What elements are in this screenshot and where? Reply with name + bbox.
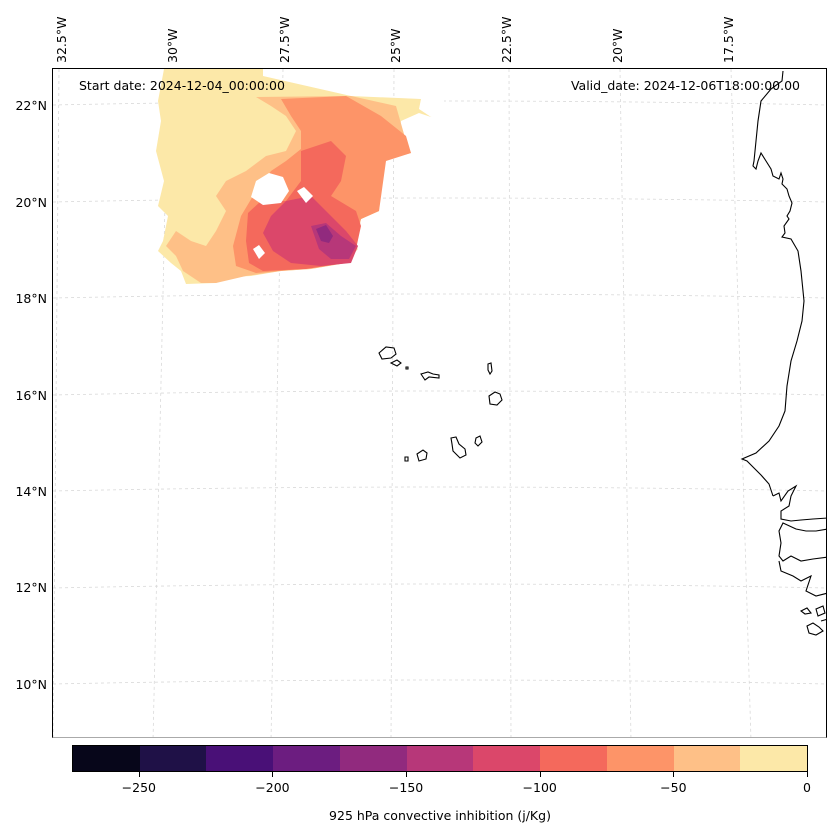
lon-tick-label: 17.5°W [721, 16, 736, 63]
gridline-lon [152, 69, 169, 737]
gridline-lon [53, 69, 60, 737]
map-canvas [53, 69, 826, 737]
no-data-gap [253, 245, 265, 259]
colorbar-tick [807, 772, 808, 777]
colorbar-segment [273, 746, 340, 771]
island-santa-luzia [405, 366, 409, 370]
gridline-lat [53, 679, 826, 685]
lon-tick-label: 22.5°W [499, 16, 514, 63]
gridline-lat [53, 390, 826, 396]
gridline-lon [270, 69, 284, 737]
island-sao-nicolau [420, 371, 440, 381]
no-data-gap [419, 99, 444, 117]
lat-tick-label: 20°N [15, 195, 47, 210]
cin-contours [156, 69, 444, 284]
colorbar-segment [606, 746, 674, 771]
coastline-senegal-gambia [772, 484, 826, 522]
map-panel[interactable] [52, 68, 827, 738]
colorbar-segment [673, 746, 741, 771]
colorbar-tick-label: −150 [388, 780, 424, 795]
colorbar-tick-label: −100 [522, 780, 557, 795]
lat-tick-label: 12°N [15, 580, 47, 595]
lat-tick-label: 16°N [15, 388, 47, 403]
gridline-lat [53, 486, 826, 492]
colorbar-tick [138, 772, 140, 777]
coastline-guinea-bissau [778, 522, 826, 636]
gridline-lon [508, 69, 512, 737]
island-sao-vicente [389, 359, 402, 367]
african-coastline [740, 70, 826, 636]
colorbar-tick-label: −200 [255, 780, 290, 795]
lat-tick-label: 22°N [15, 98, 47, 113]
colorbar-segment [73, 746, 140, 771]
valid-date-label: Valid_date: 2024-12-06T18:00:00.00 [570, 78, 800, 93]
colorbar-tick [539, 772, 541, 777]
island-brava [404, 456, 409, 462]
island-fogo [416, 449, 428, 462]
island-sal [487, 362, 493, 376]
colorbar-segment [139, 746, 207, 771]
colorbar-tick-label: 0 [803, 780, 811, 795]
colorbar-label: 925 hPa convective inhibition (j/Kg) [329, 808, 551, 823]
lat-tick-label: 14°N [15, 484, 47, 499]
contour-fill-150-175 [316, 225, 333, 243]
gridline-lat [53, 583, 826, 589]
gridline-lon [619, 69, 632, 737]
colorbar-segment [206, 746, 274, 771]
colorbar-tick [673, 772, 675, 777]
lon-tick-label: 25°W [388, 28, 403, 63]
island-santiago [450, 436, 467, 459]
coastline-mauritania [740, 70, 805, 497]
lon-tick-label: 27.5°W [277, 16, 292, 63]
start-date-label: Start date: 2024-12-04_00:00:00 [79, 78, 285, 93]
cape-verde-islands [378, 346, 503, 462]
lat-tick-label: 18°N [15, 291, 47, 306]
island-maio [474, 435, 483, 447]
colorbar-segment [406, 746, 474, 771]
gridline-lon [390, 69, 395, 737]
island-santo-antao [378, 346, 397, 360]
colorbar [72, 745, 808, 772]
lon-tick-label: 20°W [610, 28, 625, 63]
colorbar-segment [740, 746, 808, 771]
island-boa-vista [488, 391, 503, 406]
colorbar-tick-label: −250 [121, 780, 156, 795]
colorbar-tick-label: −50 [660, 780, 687, 795]
gridline-lon [730, 69, 752, 737]
no-data-gap [297, 187, 313, 203]
colorbar-segment [339, 746, 407, 771]
lon-tick-label: 30°W [165, 28, 180, 63]
lon-tick-label: 32.5°W [54, 16, 69, 63]
colorbar-segment [540, 746, 607, 771]
gridline-lat [53, 293, 826, 299]
colorbar-tick [406, 772, 408, 777]
colorbar-tick [272, 772, 274, 777]
no-data-gap [251, 173, 289, 205]
lat-tick-label: 10°N [15, 677, 47, 692]
colorbar-segment [473, 746, 541, 771]
